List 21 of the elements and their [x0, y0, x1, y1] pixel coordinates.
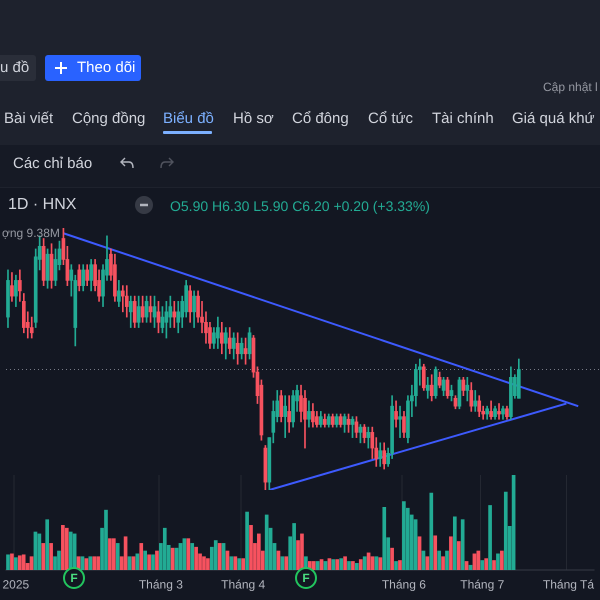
text: Theo dõi	[77, 59, 136, 76]
text: Cập nhật l	[543, 80, 598, 94]
text: Cộng đồng	[72, 110, 146, 127]
text: Biểu đồ	[163, 110, 214, 127]
text: 1D · HNX	[8, 196, 76, 214]
x-tick-label: Tháng Tá	[542, 578, 594, 592]
x-tick-label: Tháng 6	[382, 578, 426, 592]
x-tick-label: Tháng 7	[460, 578, 505, 592]
text: Giá quá khứ	[512, 110, 595, 127]
x-tick-label: Tháng 3	[138, 578, 184, 592]
text: Bài viết	[4, 110, 54, 127]
text: O5.90 H6.30 L5.90 C6.20 +0.20 (+3.33%)	[170, 198, 430, 214]
text: Cổ tức	[368, 110, 414, 127]
x-tick-label: Tháng 4	[221, 578, 266, 592]
text: u đồ	[0, 59, 30, 76]
text: Hồ sơ	[233, 110, 274, 127]
annotation: ợng 9.38M	[2, 226, 60, 240]
text: Tài chính	[432, 110, 494, 127]
x-tick-label: 2025	[2, 578, 30, 592]
text: Các chỉ báo	[13, 155, 92, 172]
text: Cổ đông	[292, 110, 349, 127]
